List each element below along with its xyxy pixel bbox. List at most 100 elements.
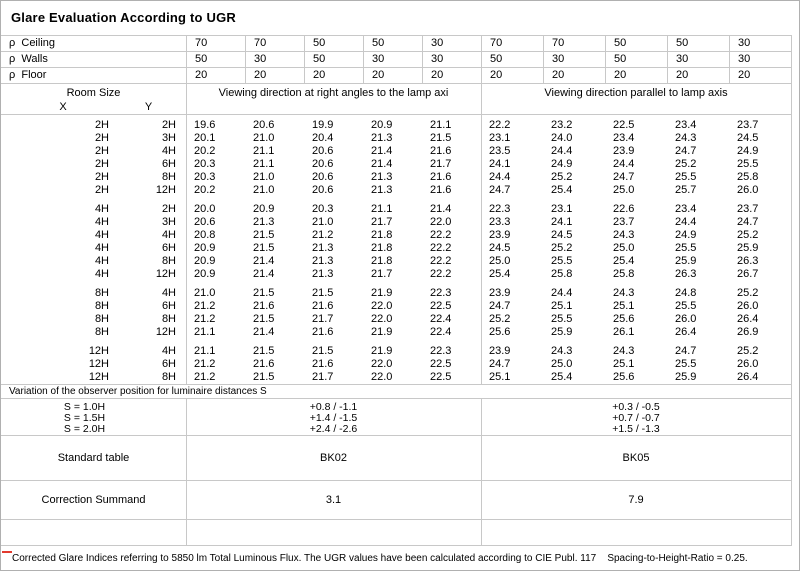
- observer-row: S = 2.0H +2.4 / -2.6 +1.5 / -1.3: [1, 424, 791, 435]
- xy-header-row: X Y: [1, 101, 791, 115]
- reflectance-value: 50: [304, 36, 363, 51]
- ugr-value: 25.0: [613, 242, 635, 254]
- room-size-y: 2H: [161, 119, 176, 131]
- page-margin-marker: [2, 551, 12, 553]
- ugr-value: 25.9: [737, 242, 759, 254]
- reflectance-value: 50: [186, 52, 245, 67]
- room-size-y: 12H: [155, 326, 176, 338]
- room-size-x: 4H: [94, 229, 109, 241]
- ugr-value: 22.2: [430, 268, 452, 280]
- ugr-value: 24.7: [737, 216, 759, 228]
- ugr-value: 24.5: [551, 229, 573, 241]
- variation-right-angles: +2.4 / -2.6: [309, 424, 358, 435]
- ugr-value: 24.9: [675, 229, 697, 241]
- room-size-y: 6H: [161, 242, 176, 254]
- table-row: 8H 6H 21.2 21.6 21.6 22.0 22.5 24.7 25.1 25.1 25.5…: [1, 300, 791, 313]
- room-size-y: 8H: [161, 171, 176, 183]
- correction-summand-right-angles: 3.1: [325, 494, 342, 506]
- ugr-value: 20.3: [194, 158, 216, 170]
- room-size-x: 8H: [94, 287, 109, 299]
- ugr-value: 24.9: [551, 158, 573, 170]
- ugr-value: 25.5: [551, 313, 573, 325]
- room-size-y: 6H: [161, 158, 176, 170]
- ugr-value: 19.9: [312, 119, 334, 131]
- ugr-value: 25.1: [551, 300, 573, 312]
- ugr-value: 20.0: [194, 203, 216, 215]
- ugr-value: 24.3: [613, 287, 635, 299]
- room-size-x: 2H: [94, 171, 109, 183]
- ugr-value: 22.6: [613, 203, 635, 215]
- ugr-value: 23.2: [551, 119, 573, 131]
- room-size-x: 12H: [88, 345, 109, 357]
- ugr-value: 22.4: [430, 313, 452, 325]
- column-divider: [481, 436, 482, 480]
- ugr-value: 20.6: [312, 171, 334, 183]
- ugr-value: 23.4: [675, 119, 697, 131]
- ugr-value: 25.6: [489, 326, 511, 338]
- room-size-y: 4H: [161, 287, 176, 299]
- standard-table-parallel: BK05: [622, 452, 650, 464]
- ugr-value: 21.8: [371, 229, 393, 241]
- ugr-value: 21.2: [194, 371, 216, 383]
- ugr-value: 26.4: [737, 313, 759, 325]
- table-row: 12H 8H 21.2 21.5 21.7 22.0 22.5 25.1 25.4 25.6 25.…: [1, 371, 791, 384]
- ugr-value: 23.7: [613, 216, 635, 228]
- room-size-x: 12H: [88, 358, 109, 370]
- ugr-value: 21.3: [371, 184, 393, 196]
- ugr-value: 21.6: [312, 326, 334, 338]
- ugr-value: 24.7: [489, 358, 511, 370]
- correction-summand-row: Correction Summand 3.1 7.9: [1, 481, 791, 520]
- ugr-value: 22.3: [430, 287, 452, 299]
- ugr-value: 24.7: [489, 300, 511, 312]
- ugr-value: 21.4: [253, 255, 275, 267]
- room-size-y: 4H: [161, 345, 176, 357]
- ugr-value: 25.9: [675, 255, 697, 267]
- column-divider: [481, 481, 482, 519]
- ugr-value: 25.2: [737, 229, 759, 241]
- reflectance-value: 30: [363, 52, 422, 67]
- ugr-value: 20.2: [194, 184, 216, 196]
- reflectance-value: 50: [304, 52, 363, 67]
- ugr-value: 21.2: [312, 229, 334, 241]
- ugr-value: 21.9: [371, 345, 393, 357]
- table-row: 4H 8H 20.9 21.4 21.3 21.8 22.2 25.0 25.5 25.4 25.9…: [1, 255, 791, 268]
- room-size-x: 2H: [94, 132, 109, 144]
- ugr-value: 25.7: [675, 184, 697, 196]
- room-size-y: 3H: [161, 132, 176, 144]
- table-row: 8H 4H 21.0 21.5 21.5 21.9 22.3 23.9 24.4 24.3 24.8…: [1, 287, 791, 300]
- reflectance-label: ρ Walls: [9, 53, 48, 65]
- ugr-value: 25.1: [489, 371, 511, 383]
- ugr-value: 21.6: [430, 171, 452, 183]
- ugr-value: 21.5: [253, 313, 275, 325]
- table-row: 12H 4H 21.1 21.5 21.5 21.9 22.3 23.9 24.3 24.3 24.…: [1, 345, 791, 358]
- ugr-value: 26.3: [675, 268, 697, 280]
- ugr-value: 21.8: [371, 242, 393, 254]
- ugr-value: 24.3: [613, 229, 635, 241]
- ugr-value: 24.8: [675, 287, 697, 299]
- observer-row: S = 1.0H +0.8 / -1.1 +0.3 / -0.5: [1, 402, 791, 413]
- ugr-value: 24.1: [489, 158, 511, 170]
- ugr-value: 23.9: [489, 229, 511, 241]
- observer-variation-note: Variation of the observer position for l…: [1, 384, 791, 399]
- ugr-value: 21.4: [253, 326, 275, 338]
- ugr-value: 21.2: [194, 300, 216, 312]
- ugr-value: 21.0: [253, 132, 275, 144]
- observer-variation-section: S = 1.0H +0.8 / -1.1 +0.3 / -0.5 S = 1.5…: [1, 399, 791, 436]
- ugr-value: 26.0: [675, 313, 697, 325]
- reflectance-label: ρ Ceiling: [9, 37, 55, 49]
- column-divider: [481, 84, 482, 101]
- standard-table-right-angles: BK02: [320, 452, 347, 464]
- ugr-value: 24.1: [551, 216, 573, 228]
- ugr-value: 20.6: [194, 216, 216, 228]
- reflectance-value: 50: [667, 36, 729, 51]
- table-row: 2H 3H 20.1 21.0 20.4 21.3 21.5 23.1 24.0 23.4 24.3…: [1, 132, 791, 145]
- ugr-value: 21.6: [253, 358, 275, 370]
- room-size-x: 4H: [94, 268, 109, 280]
- room-size-x: 8H: [94, 300, 109, 312]
- standard-table-label: Standard table: [57, 452, 130, 464]
- ugr-value: 21.4: [371, 158, 393, 170]
- reflectance-value: 50: [605, 52, 667, 67]
- reflectance-value: 20: [667, 68, 729, 83]
- ugr-value: 22.0: [430, 216, 452, 228]
- ugr-value: 26.9: [737, 326, 759, 338]
